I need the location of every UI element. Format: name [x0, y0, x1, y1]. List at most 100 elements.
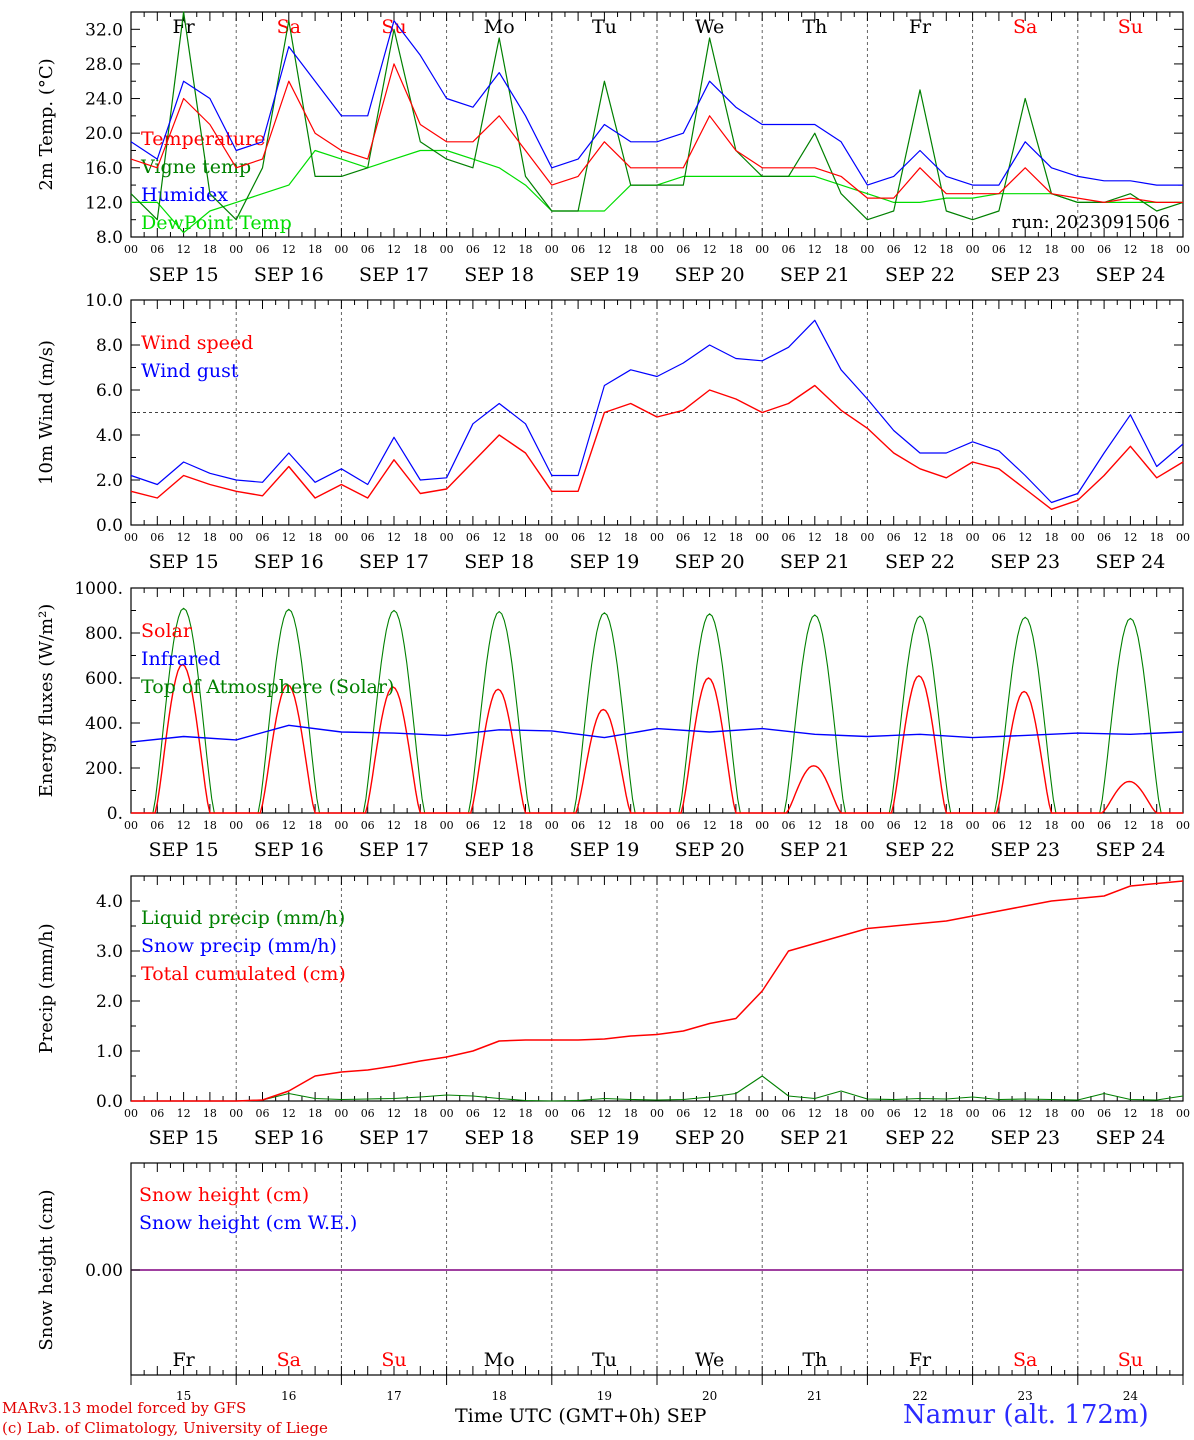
hour-tick-label: 12: [1123, 1107, 1137, 1120]
hour-tick-label: 12: [387, 243, 401, 256]
hour-tick-label: 12: [913, 1107, 927, 1120]
legend-item: Top of Atmosphere (Solar): [141, 676, 394, 698]
credit-line-2: (c) Lab. of Climatology, University of L…: [2, 1419, 328, 1437]
date-label: SEP 21: [780, 1127, 850, 1149]
weekday-label: We: [695, 1349, 724, 1371]
date-label: SEP 19: [569, 264, 639, 286]
humidex-line: [130, 20, 1183, 186]
hour-tick-label: 00: [650, 531, 664, 544]
hour-tick-label: 06: [466, 819, 480, 832]
hour-tick-label: 18: [624, 1107, 638, 1120]
date-label: SEP 18: [464, 551, 534, 573]
y-tick-label: 28.0: [85, 55, 123, 75]
date-label: SEP 20: [675, 1127, 745, 1149]
hour-tick-label: 18: [1150, 1107, 1164, 1120]
y-tick-label: 20.0: [85, 124, 123, 144]
hour-tick-label: 06: [256, 243, 270, 256]
date-label: SEP 16: [254, 264, 324, 286]
hour-tick-label: 06: [782, 1107, 796, 1120]
hour-tick-label: 06: [466, 1107, 480, 1120]
hour-tick-label: 06: [992, 531, 1006, 544]
hour-tick-label: 06: [466, 243, 480, 256]
hour-tick-label: 18: [1150, 243, 1164, 256]
hour-tick-label: 18: [1045, 531, 1059, 544]
weekday-label: Th: [802, 1349, 827, 1371]
hour-tick-label: 18: [203, 819, 217, 832]
hour-tick-label: 06: [361, 1107, 375, 1120]
hour-tick-label: 12: [597, 531, 611, 544]
hour-tick-label: 18: [519, 1107, 533, 1120]
legend-item: Vigne temp: [140, 156, 251, 178]
hour-tick-label: 18: [729, 531, 743, 544]
legend-item: Snow precip (mm/h): [141, 935, 337, 957]
hour-tick-label: 12: [808, 819, 822, 832]
panel-2: 00 06 12 18 00 06 12 18 00 06 12 18 00 06 12 18 00 06 12 18…: [36, 291, 1190, 573]
date-label: SEP 22: [885, 839, 955, 861]
day-number-label: 23: [1018, 1389, 1033, 1403]
date-label: SEP 19: [569, 551, 639, 573]
weekday-label: Sa: [1013, 16, 1037, 38]
hour-tick-label: 18: [939, 819, 953, 832]
hour-tick-label: 12: [387, 531, 401, 544]
hour-tick-label: 00: [545, 531, 559, 544]
y-tick-label: 8.0: [96, 336, 123, 356]
hour-tick-label: 00: [860, 819, 874, 832]
hour-tick-label: 18: [519, 243, 533, 256]
date-label: SEP 18: [464, 1127, 534, 1149]
date-label: SEP 15: [149, 264, 219, 286]
run-annotation: run: 2023091506: [1012, 212, 1170, 233]
hour-tick-label: 12: [1123, 531, 1137, 544]
legend-item: Total cumulated (cm): [141, 963, 346, 985]
legend-item: Infrared: [141, 648, 221, 670]
date-label: SEP 19: [569, 839, 639, 861]
hour-tick-label: 06: [992, 819, 1006, 832]
hour-tick-label: 00: [1176, 531, 1190, 544]
day-number-label: 22: [912, 1389, 927, 1403]
day-number-label: 24: [1123, 1389, 1139, 1403]
date-label: SEP 17: [359, 264, 429, 286]
y-tick-label: 2.0: [96, 992, 123, 1012]
hour-tick-label: 12: [703, 1107, 717, 1120]
weekday-label: Su: [381, 16, 406, 38]
weekday-label: Tu: [592, 1349, 617, 1371]
hour-tick-label: 00: [440, 1107, 454, 1120]
hour-tick-label: 18: [624, 531, 638, 544]
hour-tick-label: 12: [1123, 819, 1137, 832]
hour-tick-label: 06: [676, 243, 690, 256]
weekday-label: We: [695, 16, 724, 38]
date-label: SEP 15: [149, 551, 219, 573]
hour-tick-label: 12: [177, 531, 191, 544]
hour-tick-label: 00: [1176, 819, 1190, 832]
hour-tick-label: 18: [413, 819, 427, 832]
hour-tick-label: 00: [966, 1107, 980, 1120]
hour-tick-label: 00: [334, 1107, 348, 1120]
hour-tick-label: 18: [519, 819, 533, 832]
hour-tick-label: 18: [624, 819, 638, 832]
hour-tick-label: 06: [571, 1107, 585, 1120]
y-axis-label: 2m Temp. (°C): [36, 58, 57, 190]
temperature-line: [130, 63, 1183, 203]
hour-tick-label: 18: [519, 531, 533, 544]
hour-tick-label: 00: [545, 819, 559, 832]
hour-tick-label: 18: [203, 243, 217, 256]
hour-tick-label: 18: [729, 1107, 743, 1120]
day-number-label: 19: [597, 1389, 612, 1403]
y-tick-label: 0.0: [96, 1092, 123, 1112]
hour-tick-label: 18: [939, 243, 953, 256]
hour-tick-label: 18: [729, 243, 743, 256]
legend-item: Liquid precip (mm/h): [141, 907, 345, 929]
hour-tick-label: 12: [1018, 1107, 1032, 1120]
date-label: SEP 22: [885, 264, 955, 286]
hour-tick-label: 18: [939, 531, 953, 544]
hour-tick-label: 00: [440, 243, 454, 256]
hour-tick-label: 12: [492, 531, 506, 544]
hour-tick-label: 12: [597, 243, 611, 256]
day-number-label: 20: [702, 1389, 717, 1403]
hour-tick-label: 12: [177, 243, 191, 256]
date-label: SEP 18: [464, 264, 534, 286]
hour-tick-label: 00: [755, 1107, 769, 1120]
y-tick-label: 16.0: [85, 159, 123, 179]
hour-tick-label: 00: [966, 819, 980, 832]
hour-tick-label: 18: [834, 1107, 848, 1120]
